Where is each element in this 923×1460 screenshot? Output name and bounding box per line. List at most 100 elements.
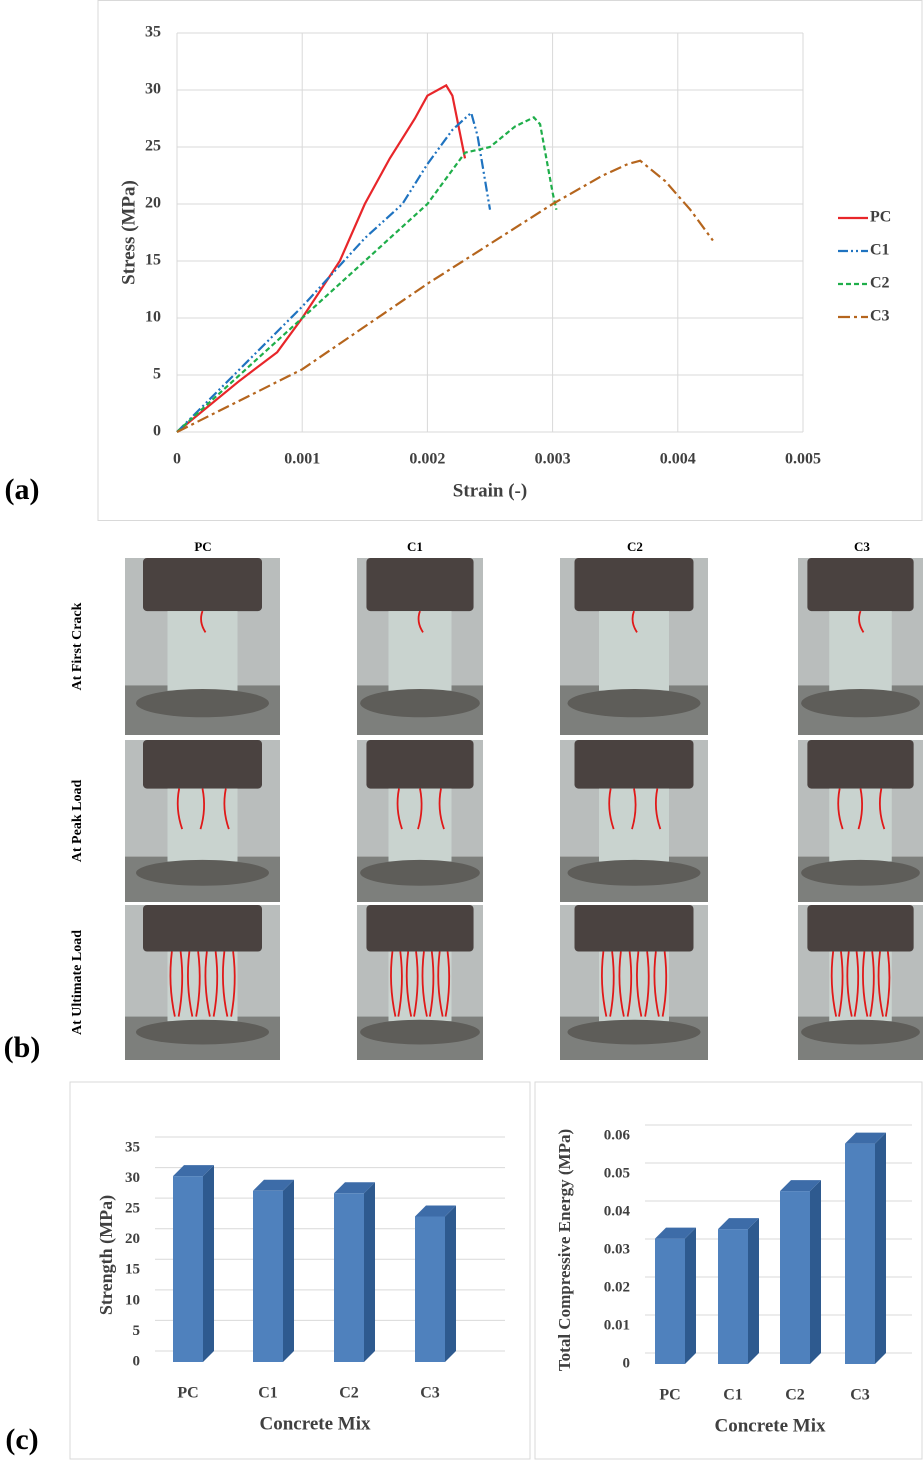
crack (837, 788, 844, 830)
bar (780, 1191, 810, 1364)
crack (626, 951, 633, 1017)
crack (858, 610, 865, 633)
crack (396, 788, 403, 830)
crack (608, 788, 615, 830)
crack (631, 788, 637, 830)
bottom-platen (801, 688, 920, 718)
crack (862, 951, 869, 1017)
specimen-photo (125, 558, 280, 735)
bar (334, 1193, 364, 1362)
panel-label: (c) (5, 1423, 38, 1456)
bar (845, 1143, 875, 1364)
crack (631, 610, 638, 633)
x-axis-label: Concrete Mix (715, 1415, 826, 1436)
y-tick-label: 0 (133, 1353, 141, 1369)
specimen-photo (125, 905, 280, 1060)
y-tick-label: 25 (145, 138, 161, 155)
bar-side (810, 1180, 821, 1364)
crack (869, 951, 875, 1017)
bar-top (415, 1205, 456, 1217)
bottom-platen (567, 1019, 701, 1045)
y-tick-label: 25 (125, 1201, 140, 1217)
y-axis-label: Total Compressive Energy (MPa) (555, 1129, 574, 1371)
legend-label: C2 (870, 275, 890, 292)
bar-top (173, 1165, 214, 1177)
bar-side (445, 1205, 456, 1362)
column-header: PC (194, 539, 211, 554)
crack (654, 788, 662, 830)
series-line (176, 83, 467, 433)
crack (195, 951, 201, 1017)
specimen (388, 611, 452, 691)
crack (857, 788, 863, 830)
crack (212, 951, 219, 1017)
bottom-platen (360, 688, 480, 718)
legend-label: PC (870, 209, 891, 226)
crack (176, 788, 184, 830)
bar-side (875, 1132, 886, 1364)
specimen-photo (798, 740, 923, 902)
specimen (167, 611, 238, 691)
top-platen (143, 740, 262, 789)
top-platen (143, 905, 262, 952)
top-platen (574, 558, 694, 612)
bottom-platen (360, 1019, 480, 1045)
specimen-photo (357, 740, 483, 902)
crack (877, 951, 884, 1017)
y-tick-label: 0.05 (604, 1165, 630, 1181)
crack (230, 951, 236, 1017)
crack (636, 951, 643, 1017)
bottom-platen (567, 688, 701, 718)
bar-top (655, 1227, 696, 1239)
crack (846, 951, 853, 1017)
y-tick-label: 5 (153, 366, 161, 383)
x-tick-label: 0.004 (660, 451, 696, 468)
bottom-platen (801, 1019, 920, 1045)
row-label: At First Crack (70, 602, 85, 690)
crack (830, 951, 838, 1017)
bar-side (203, 1165, 214, 1362)
specimen-photo (560, 905, 708, 1060)
crack (397, 951, 403, 1017)
x-tick-label: C3 (420, 1385, 440, 1402)
y-tick-label: 15 (145, 252, 161, 269)
y-tick-label: 20 (125, 1231, 140, 1247)
crack (609, 951, 615, 1017)
bar-side (283, 1179, 294, 1362)
crack (437, 951, 444, 1017)
x-tick-label: C3 (850, 1387, 870, 1404)
y-tick-label: 0.06 (604, 1127, 631, 1143)
column-header: C2 (627, 539, 643, 554)
crack (838, 951, 844, 1017)
bar-top (718, 1218, 759, 1230)
crack (884, 951, 891, 1017)
top-platen (366, 905, 474, 952)
crack (417, 788, 423, 830)
series-line (176, 159, 714, 433)
crack (417, 610, 424, 633)
x-tick-label: PC (659, 1387, 680, 1404)
bar (253, 1190, 283, 1362)
crack (413, 951, 419, 1017)
crack (200, 610, 207, 633)
crack (618, 951, 625, 1017)
bottom-platen (136, 859, 269, 886)
specimen-photo (560, 558, 708, 735)
y-tick-label: 0.01 (604, 1317, 630, 1333)
bar-top (845, 1132, 886, 1144)
y-tick-label: 10 (145, 309, 161, 326)
x-tick-label: C2 (339, 1385, 359, 1402)
y-axis-label: Stress (MPa) (118, 180, 139, 285)
bar-side (364, 1182, 375, 1362)
specimen-photo (798, 558, 923, 735)
crack (421, 951, 428, 1017)
top-platen (807, 558, 914, 612)
crack (878, 788, 886, 830)
specimen-photo (125, 740, 280, 902)
crack (169, 951, 176, 1017)
row-label: At Ultimate Load (70, 930, 85, 1035)
x-tick-label: 0.001 (284, 451, 320, 468)
crack (204, 951, 211, 1017)
y-tick-label: 0.02 (604, 1279, 630, 1295)
